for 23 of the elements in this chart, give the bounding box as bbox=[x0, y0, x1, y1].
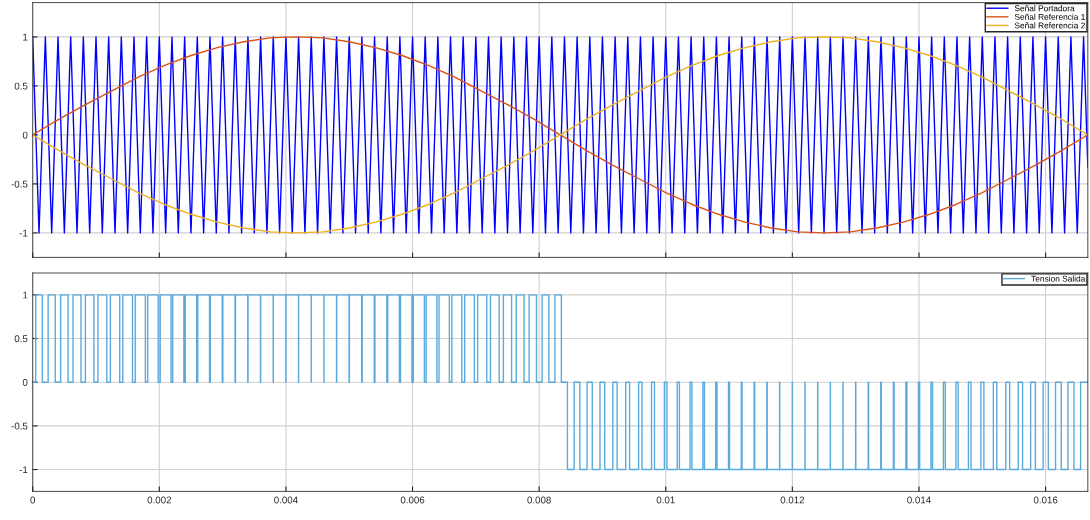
y-tick-label: 0.5 bbox=[14, 82, 28, 90]
x-tick-label: 0.008 bbox=[527, 496, 551, 504]
y-tick-label: 0.5 bbox=[14, 335, 28, 343]
x-tick-label: 0.014 bbox=[907, 496, 931, 504]
y-tick-label: 0 bbox=[22, 378, 28, 386]
x-tick-label: 0.006 bbox=[400, 496, 425, 504]
y-tick-label: 0 bbox=[22, 131, 28, 139]
x-tick-label: 0.01 bbox=[656, 496, 675, 504]
legend-label: Señal Referencia 1 bbox=[1014, 13, 1085, 20]
legend-label: Tension Salida bbox=[1031, 275, 1086, 282]
x-tick-label: 0.012 bbox=[780, 496, 805, 504]
legend-label: Señal Referencia 2 bbox=[1014, 22, 1085, 29]
x-tick-label: 0.002 bbox=[147, 496, 171, 504]
y-tick-label: -0.5 bbox=[11, 422, 28, 430]
y-tick-label: -1 bbox=[19, 466, 28, 474]
y-tick-label: 1 bbox=[23, 291, 28, 299]
y-tick-label: -1 bbox=[19, 229, 28, 237]
y-tick-label: -0.5 bbox=[11, 180, 28, 188]
y-tick-label: 1 bbox=[23, 33, 28, 41]
x-tick-label: 0.004 bbox=[274, 496, 298, 504]
legend-label: Señal Portadora bbox=[1014, 5, 1075, 12]
x-tick-label: 0 bbox=[30, 496, 36, 504]
x-tick-label: 0.016 bbox=[1033, 496, 1058, 504]
